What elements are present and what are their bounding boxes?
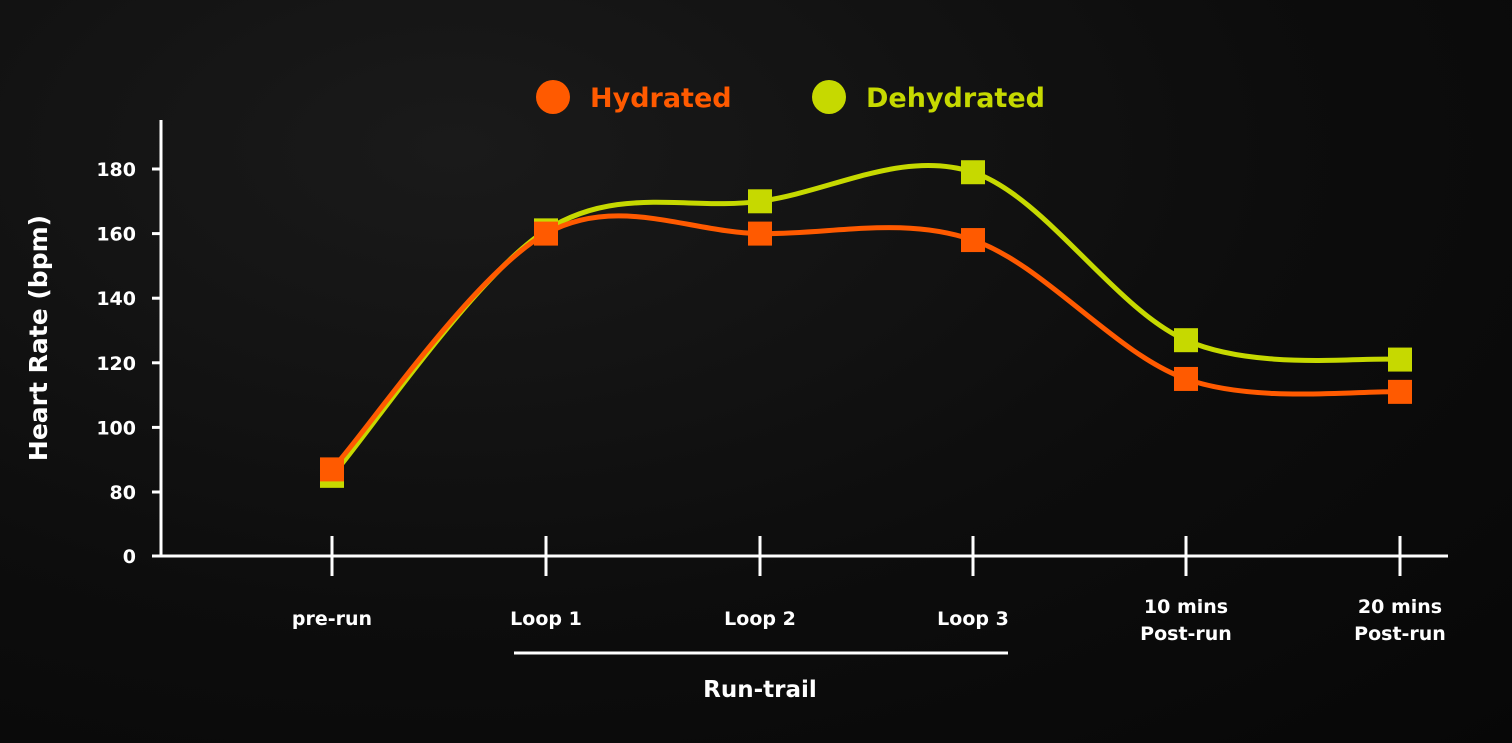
x-tick-label: pre-run [292, 608, 372, 630]
series-lines [329, 162, 1403, 479]
x-axis-ticks: pre-run Loop 1 Loop 2 Loop 3 10 mins Post-run… [292, 536, 1446, 645]
y-tick-label: 140 [96, 288, 136, 310]
data-point-hydrated [1388, 379, 1412, 404]
x-tick-label: 10 mins Post-run [1140, 596, 1232, 645]
x-group-bracket: Run-trail [514, 651, 1008, 703]
x-tick-label: Loop 3 [937, 608, 1009, 630]
y-tick-label: 100 [96, 417, 136, 439]
series-line-dehydrated [329, 162, 1403, 479]
legend-label-dehydrated: Dehydrated [866, 83, 1045, 114]
y-tick-label: 0 [123, 546, 136, 568]
data-point-dehydrated [1174, 328, 1198, 353]
x-tick-label: Loop 1 [510, 608, 582, 630]
legend-marker-hydrated [536, 80, 570, 114]
y-tick-label: 160 [96, 224, 136, 246]
data-point-dehydrated [961, 160, 985, 185]
legend-marker-dehydrated [812, 80, 846, 114]
group-label: Run-trail [703, 677, 817, 703]
data-point-hydrated [320, 457, 344, 482]
data-point-hydrated [534, 221, 558, 246]
legend: Hydrated Dehydrated [536, 80, 1045, 114]
y-tick-label: 180 [96, 159, 136, 181]
data-point-hydrated [748, 221, 772, 246]
y-tick-label: 120 [96, 353, 136, 375]
y-axis-label: Heart Rate (bpm) [24, 215, 53, 461]
x-tick-label: Loop 2 [724, 608, 796, 630]
data-point-hydrated [1174, 366, 1198, 391]
data-point-dehydrated [748, 189, 772, 214]
y-tick-label: 80 [110, 482, 136, 504]
chart-axes [155, 120, 1448, 558]
data-point-dehydrated [1388, 347, 1412, 372]
data-point-hydrated [961, 228, 985, 253]
legend-label-hydrated: Hydrated [590, 83, 732, 114]
series-line-hydrated [329, 213, 1403, 472]
series-markers [320, 160, 1412, 488]
x-tick-label: 20 mins Post-run [1354, 596, 1446, 645]
y-axis-ticks: 0 80 100 120 140 160 180 [96, 159, 161, 568]
